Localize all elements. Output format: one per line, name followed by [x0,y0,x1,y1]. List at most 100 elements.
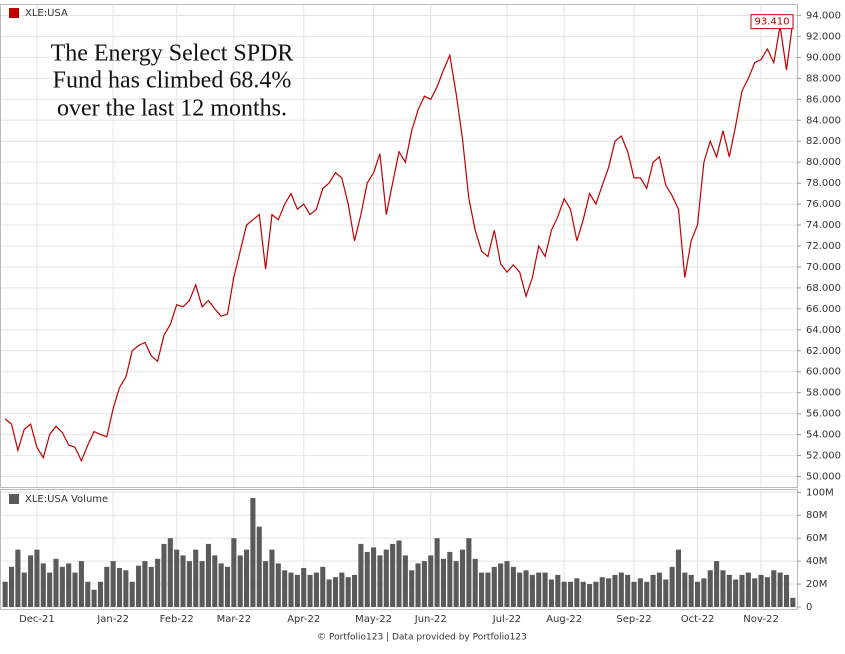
volume-bar [237,555,243,607]
volume-bar [91,589,97,607]
volume-bar [212,555,218,607]
volume-bar [644,581,650,607]
y-tick-label: 90.000 [806,52,841,63]
volume-bar [498,563,504,607]
volume-bar [561,581,567,607]
last-price-label: 93.410 [755,17,790,28]
volume-bar [307,574,313,607]
volume-bar [650,574,656,607]
volume-bar [542,572,548,607]
volume-bar [720,570,726,607]
volume-bar [428,555,434,607]
volume-bar [695,581,701,607]
volume-bar [301,568,307,607]
y-tick-label: 84.000 [806,115,841,126]
x-tick-label: Nov-22 [743,614,779,625]
volume-bar [440,558,447,607]
volume-bar [167,538,173,607]
y-tick-label: 0 [806,602,812,613]
volume-bar [510,566,516,607]
annotation: Fund has climbed 68.4% [53,68,292,94]
volume-bar [752,578,758,607]
annotation: over the last 12 months. [57,96,287,122]
volume-bar [364,551,370,607]
volume-bar [59,566,65,607]
volume-bar [345,577,351,607]
volume-bar [631,581,637,607]
volume-bar [396,540,402,607]
volume-bar [28,555,34,607]
volume-bar [656,572,662,607]
volume-bar [790,597,796,607]
volume-bar [244,549,250,607]
y-tick-label: 54.000 [806,430,841,441]
volume-bar [491,566,497,607]
volume-bar [415,563,421,607]
volume-bar [256,526,262,607]
volume-bar [199,561,205,607]
volume-bar [529,574,535,607]
volume-bar [453,561,459,607]
volume-bar [612,574,618,607]
volume-bar [8,566,15,607]
volume-bar [116,568,123,607]
volume-bar [390,543,396,607]
volume-bar [523,570,529,607]
y-tick-label: 80.000 [806,157,841,168]
x-tick-label: Jul-22 [492,614,521,625]
volume-bar [110,561,116,607]
volume-bar [129,581,135,607]
volume-bar [78,561,84,607]
volume-bar [707,570,713,607]
volume-bar [777,572,783,607]
volume-bar [402,555,408,607]
annotation: The Energy Select SPDR [51,41,294,67]
y-tick-label: 40M [806,556,827,567]
volume-bar [593,581,599,607]
footer: © Portfolio123 | Data provided by Portfo… [317,633,527,643]
volume-bar [783,574,790,607]
y-tick-label: 82.000 [806,136,841,147]
volume-bar [339,572,345,607]
volume-bar [675,549,682,607]
y-tick-label: 94.000 [806,10,841,21]
volume-bar [625,574,631,607]
x-tick-label: Mar-22 [217,614,252,625]
volume-bar [688,574,694,607]
volume-bar [282,570,288,607]
x-tick-label: Oct-22 [681,614,715,625]
y-tick-label: 78.000 [806,178,841,189]
y-tick-label: 64.000 [806,325,841,336]
volume-bar [771,570,777,607]
volume-bar [669,566,675,607]
volume-bar [555,574,561,607]
legend-label: XLE:USA [25,8,68,19]
volume-bar [40,563,46,607]
volume-bar [47,572,53,607]
volume-bar [320,566,326,607]
y-tick-label: 80M [806,510,827,521]
volume-bar [148,566,154,607]
x-tick-label: Dec-21 [19,614,55,625]
y-tick-label: 76.000 [806,199,841,210]
volume-bar [34,549,40,607]
volume-bar [174,549,180,607]
x-tick-label: Sep-22 [616,614,651,625]
volume-bar [269,549,275,607]
volume-bar [313,572,319,607]
volume-bar [459,549,466,607]
volume-bar [180,555,186,607]
legend-swatch [9,494,19,504]
volume-bar [136,565,142,607]
volume-bar [263,561,269,607]
volume-bar [66,563,72,607]
x-tick-label: Jun-22 [414,614,447,625]
volume-bar [599,577,605,607]
y-tick-label: 66.000 [806,304,841,315]
volume-bar [218,563,224,607]
volume-bar [739,574,745,607]
volume-bar [567,581,574,607]
volume-bar [536,572,542,607]
volume-bar [618,572,624,607]
volume-bar [701,578,707,607]
